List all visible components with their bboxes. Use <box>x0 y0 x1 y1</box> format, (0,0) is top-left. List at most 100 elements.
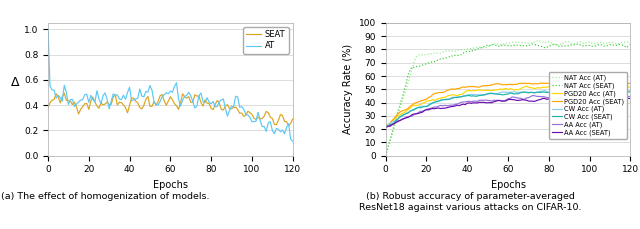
PGD20 Acc (SEAT) <box>547 82 555 84</box>
SEAT <box>44 106 52 109</box>
CW Acc (SEAT) <box>611 89 618 92</box>
PGD20 Acc (AT) <box>627 86 634 88</box>
AA Acc (AT) <box>439 104 447 107</box>
SEAT <box>70 101 78 104</box>
PGD20 Acc (SEAT) <box>439 91 447 94</box>
AA Acc (AT) <box>612 96 620 99</box>
CW Acc (SEAT) <box>406 110 414 113</box>
NAT Acc (SEAT) <box>439 57 447 60</box>
PGD20 Acc (AT) <box>382 125 390 128</box>
CW Acc (AT) <box>382 125 390 128</box>
AA Acc (SEAT) <box>611 99 618 102</box>
AA Acc (SEAT) <box>382 126 390 129</box>
PGD20 Acc (SEAT) <box>565 80 573 83</box>
X-axis label: Epochs: Epochs <box>153 180 188 190</box>
PGD20 Acc (SEAT) <box>612 81 620 84</box>
AT <box>44 28 52 31</box>
NAT Acc (AT) <box>537 40 545 43</box>
Line: PGD20 Acc (AT): PGD20 Acc (AT) <box>386 86 630 126</box>
NAT Acc (SEAT) <box>537 45 545 47</box>
AA Acc (SEAT) <box>406 115 414 117</box>
SEAT <box>103 101 111 104</box>
PGD20 Acc (SEAT) <box>627 82 634 85</box>
CW Acc (SEAT) <box>486 92 493 95</box>
AA Acc (SEAT) <box>486 101 493 104</box>
Line: AA Acc (AT): AA Acc (AT) <box>386 95 630 128</box>
Legend: NAT Acc (AT), NAT Acc (SEAT), PGD20 Acc (AT), PGD20 Acc (SEAT), CW Acc (AT), CW : NAT Acc (AT), NAT Acc (SEAT), PGD20 Acc … <box>549 72 627 139</box>
CW Acc (SEAT) <box>627 90 634 93</box>
CW Acc (AT) <box>627 89 634 92</box>
Line: NAT Acc (AT): NAT Acc (AT) <box>386 40 630 156</box>
AA Acc (SEAT) <box>620 96 628 99</box>
PGD20 Acc (AT) <box>439 96 447 99</box>
CW Acc (SEAT) <box>382 125 390 128</box>
Line: SEAT: SEAT <box>48 93 292 126</box>
Y-axis label: Accuracy Rate (%): Accuracy Rate (%) <box>343 44 353 134</box>
Line: CW Acc (AT): CW Acc (AT) <box>386 90 630 126</box>
Y-axis label: Δ: Δ <box>12 76 20 89</box>
Line: NAT Acc (SEAT): NAT Acc (SEAT) <box>386 44 630 156</box>
NAT Acc (SEAT) <box>529 43 536 45</box>
Line: AT: AT <box>48 29 292 142</box>
SEAT <box>285 125 292 127</box>
CW Acc (AT) <box>486 93 493 95</box>
AT <box>148 89 156 92</box>
AA Acc (AT) <box>486 99 493 102</box>
NAT Acc (AT) <box>486 44 493 47</box>
PGD20 Acc (SEAT) <box>382 125 390 128</box>
NAT Acc (SEAT) <box>612 44 620 47</box>
SEAT <box>150 100 158 103</box>
Text: (a) The effect of homogenization of models.: (a) The effect of homogenization of mode… <box>1 192 210 201</box>
CW Acc (AT) <box>547 91 555 93</box>
AA Acc (AT) <box>406 115 414 118</box>
SEAT <box>211 103 219 106</box>
NAT Acc (AT) <box>382 154 390 157</box>
PGD20 Acc (SEAT) <box>535 82 543 85</box>
AA Acc (AT) <box>535 95 543 98</box>
PGD20 Acc (AT) <box>612 86 620 89</box>
AA Acc (AT) <box>547 97 555 100</box>
CW Acc (AT) <box>535 90 543 93</box>
PGD20 Acc (AT) <box>549 86 557 89</box>
NAT Acc (AT) <box>549 42 557 45</box>
SEAT <box>289 118 296 120</box>
Legend: SEAT, AT: SEAT, AT <box>243 27 289 54</box>
NAT Acc (SEAT) <box>406 68 414 71</box>
AA Acc (SEAT) <box>627 97 634 100</box>
PGD20 Acc (AT) <box>486 89 493 92</box>
PGD20 Acc (SEAT) <box>406 105 414 108</box>
Line: AA Acc (SEAT): AA Acc (SEAT) <box>386 98 630 128</box>
Text: (b) Robust accuracy of parameter-averaged
ResNet18 against various attacks on CI: (b) Robust accuracy of parameter-average… <box>359 192 582 212</box>
NAT Acc (AT) <box>627 40 634 43</box>
NAT Acc (AT) <box>406 74 414 77</box>
AT <box>209 100 217 103</box>
AA Acc (AT) <box>596 94 604 97</box>
PGD20 Acc (AT) <box>537 87 545 89</box>
Line: CW Acc (SEAT): CW Acc (SEAT) <box>386 91 630 126</box>
CW Acc (AT) <box>602 88 610 91</box>
CW Acc (AT) <box>439 98 447 101</box>
PGD20 Acc (SEAT) <box>486 84 493 87</box>
AT <box>101 92 109 94</box>
CW Acc (SEAT) <box>612 90 620 93</box>
NAT Acc (AT) <box>612 43 620 45</box>
AA Acc (SEAT) <box>547 98 555 101</box>
NAT Acc (SEAT) <box>382 154 390 157</box>
CW Acc (SEAT) <box>547 91 555 94</box>
AA Acc (AT) <box>627 95 634 98</box>
AA Acc (SEAT) <box>439 107 447 110</box>
PGD20 Acc (AT) <box>406 106 414 109</box>
SEAT <box>275 119 282 122</box>
PGD20 Acc (AT) <box>523 85 531 87</box>
SEAT <box>60 92 68 95</box>
NAT Acc (SEAT) <box>486 44 493 47</box>
AT <box>197 92 205 94</box>
NAT Acc (AT) <box>535 39 543 42</box>
AT <box>68 98 76 101</box>
CW Acc (AT) <box>406 110 414 112</box>
CW Acc (SEAT) <box>439 98 447 101</box>
CW Acc (SEAT) <box>535 91 543 93</box>
AA Acc (SEAT) <box>535 98 543 101</box>
AT <box>273 127 280 130</box>
NAT Acc (AT) <box>439 51 447 53</box>
